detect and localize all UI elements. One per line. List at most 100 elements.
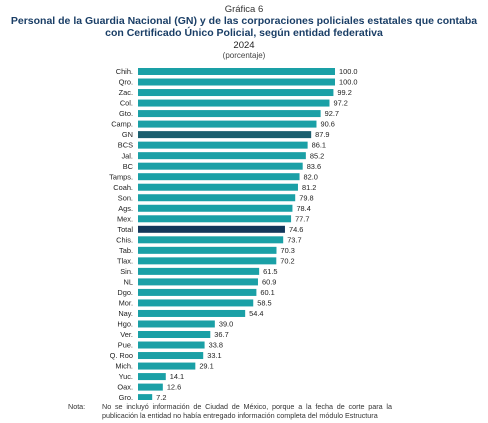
category-label: Gro. <box>119 393 133 400</box>
data-label: 70.2 <box>280 256 294 265</box>
category-label: Gto. <box>119 109 133 118</box>
category-label: Camp. <box>111 120 133 129</box>
category-label: Sin. <box>120 267 133 276</box>
category-label: Mich. <box>115 362 133 371</box>
bar <box>138 204 293 212</box>
category-label: Dgo. <box>117 288 133 297</box>
bar <box>138 110 321 118</box>
data-label: 12.6 <box>167 383 181 392</box>
chart-unit: (porcentaje) <box>222 51 266 60</box>
bar <box>138 373 166 381</box>
data-label: 100.0 <box>339 78 358 87</box>
category-label: Tab. <box>119 246 133 255</box>
data-label: 82.0 <box>304 172 318 181</box>
data-label: 61.5 <box>263 267 277 276</box>
data-label: 77.7 <box>295 214 309 223</box>
category-label: Pue. <box>118 341 133 350</box>
category-label: Son. <box>118 193 133 202</box>
data-label: 33.8 <box>209 341 223 350</box>
data-label: 29.1 <box>199 362 213 371</box>
bar <box>138 299 254 307</box>
bar <box>138 99 330 107</box>
data-label: 33.1 <box>207 351 221 360</box>
category-label: Col. <box>120 99 133 108</box>
bar <box>138 267 260 275</box>
data-label: 97.2 <box>333 99 347 108</box>
data-label: 90.6 <box>320 120 334 129</box>
bar <box>138 78 335 86</box>
data-label: 60.9 <box>262 278 276 287</box>
data-label: 85.2 <box>310 151 324 160</box>
category-label: Zac. <box>119 88 133 97</box>
category-label: Mex. <box>117 214 133 223</box>
data-label: 99.2 <box>337 88 351 97</box>
category-label: Jal. <box>121 151 133 160</box>
bar <box>138 309 246 317</box>
data-label: 14.1 <box>170 372 184 381</box>
bar <box>138 68 335 75</box>
category-label: Oax. <box>117 383 133 392</box>
bar <box>138 288 257 296</box>
bar <box>138 120 317 128</box>
data-label: 7.2 <box>156 393 166 400</box>
category-label: Yuc. <box>119 372 133 381</box>
chart-kicker: Gráfica 6 <box>224 4 264 15</box>
data-label: 79.8 <box>299 193 313 202</box>
bar <box>138 257 277 265</box>
category-label: BCS <box>118 141 133 150</box>
bar <box>138 236 284 244</box>
category-label: Mor. <box>119 299 133 308</box>
footnote-label: Nota: <box>68 402 86 411</box>
category-label: Chih. <box>116 67 133 76</box>
data-label: 92.7 <box>325 109 339 118</box>
bar <box>138 383 163 391</box>
category-label: Ags. <box>118 204 133 213</box>
bar <box>138 141 308 149</box>
category-label: Tlax. <box>117 256 133 265</box>
bar <box>138 89 334 97</box>
bar <box>138 278 258 286</box>
category-label: NL <box>124 278 133 287</box>
bar <box>138 341 205 349</box>
category-label: Tamps. <box>109 172 133 181</box>
bar <box>138 152 306 160</box>
data-label: 39.0 <box>219 320 233 329</box>
data-label: 73.7 <box>287 235 301 244</box>
bar <box>138 131 312 139</box>
category-label: Total <box>117 225 133 234</box>
data-label: 81.2 <box>302 183 316 192</box>
chart-title-line-2: con Certificado Único Policial, según en… <box>105 27 383 39</box>
data-label: 70.3 <box>280 246 294 255</box>
category-label: Ver. <box>120 330 133 339</box>
category-label: GN <box>122 130 133 139</box>
category-label: Hgo. <box>117 320 133 329</box>
data-label: 83.6 <box>307 162 321 171</box>
data-label: 74.6 <box>289 225 303 234</box>
chart-title-line-1: Personal de la Guardia Nacional (GN) y d… <box>10 15 478 27</box>
bar <box>138 320 215 328</box>
bar <box>138 246 277 254</box>
chart-year: 2024 <box>233 40 255 51</box>
bar <box>138 394 153 400</box>
data-label: 87.9 <box>315 130 329 139</box>
category-label: Nay. <box>118 309 133 318</box>
data-label: 54.4 <box>249 309 263 318</box>
bar <box>138 352 204 360</box>
category-label: Coah. <box>113 183 133 192</box>
data-label: 100.0 <box>339 67 358 76</box>
bar <box>138 362 196 370</box>
data-label: 36.7 <box>214 330 228 339</box>
data-label: 86.1 <box>312 141 326 150</box>
data-label: 60.1 <box>260 288 274 297</box>
data-label: 78.4 <box>296 204 310 213</box>
data-label: 58.5 <box>257 299 271 308</box>
category-label: Chis. <box>116 235 133 244</box>
category-label: BC <box>123 162 134 171</box>
bar <box>138 331 211 338</box>
chart-title: Personal de la Guardia Nacional (GN) y d… <box>0 15 488 39</box>
bar <box>138 183 298 191</box>
bar <box>138 173 300 181</box>
bar-chart: Chih. 100.0 Qro. 100.0 Zac. 99.2 Col. 97.2 Gto. 9… <box>109 67 358 400</box>
bar <box>138 225 285 233</box>
category-label: Q. Roo <box>110 351 133 360</box>
